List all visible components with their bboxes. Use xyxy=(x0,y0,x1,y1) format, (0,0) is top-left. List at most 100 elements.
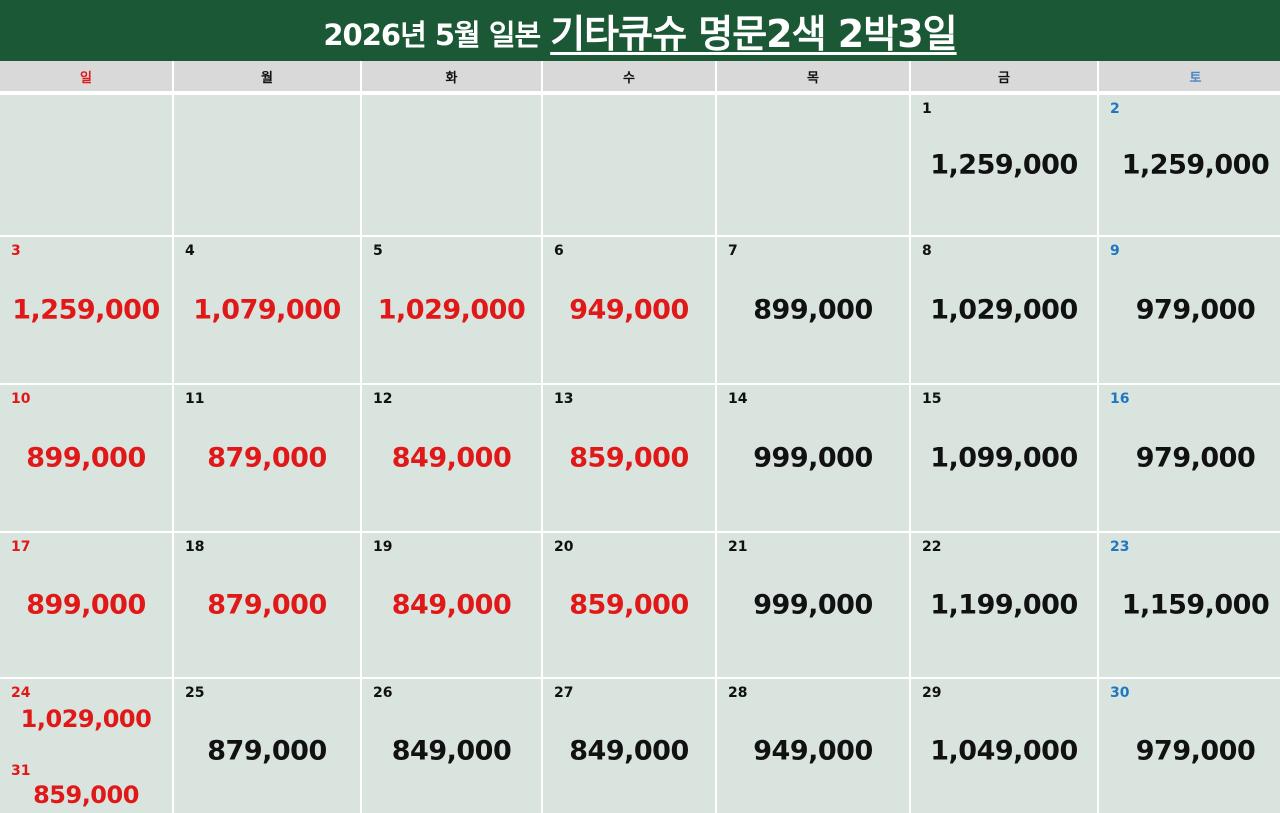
day-price: 859,000 xyxy=(569,589,689,621)
calendar-cell[interactable]: 21 999,000 xyxy=(717,533,909,677)
day-number: 30 xyxy=(1110,685,1130,701)
weekday-header-fri: 금 xyxy=(911,61,1097,91)
calendar-cell[interactable]: 1 1,259,000 xyxy=(911,95,1097,235)
weekday-header-wed: 수 xyxy=(543,61,715,91)
day-number: 2 xyxy=(1110,101,1120,117)
calendar-cell-empty xyxy=(543,95,715,235)
day-price: 879,000 xyxy=(207,442,327,474)
day-number: 26 xyxy=(373,685,393,701)
day-price-2: 859,000 xyxy=(33,781,139,809)
calendar-cell[interactable]: 27 849,000 xyxy=(543,679,715,813)
day-number: 17 xyxy=(11,539,31,555)
day-price: 859,000 xyxy=(569,442,689,474)
day-number: 11 xyxy=(185,391,205,407)
calendar-cell[interactable]: 19 849,000 xyxy=(362,533,541,677)
day-number: 23 xyxy=(1110,539,1130,555)
day-price: 879,000 xyxy=(207,589,327,621)
day-number: 4 xyxy=(185,243,195,259)
day-price: 1,029,000 xyxy=(377,294,526,326)
day-number: 13 xyxy=(554,391,574,407)
calendar-cell[interactable]: 30 979,000 xyxy=(1099,679,1280,813)
day-number: 22 xyxy=(922,539,942,555)
day-price: 1,259,000 xyxy=(930,149,1078,181)
day-price: 1,199,000 xyxy=(930,589,1078,621)
day-number: 14 xyxy=(728,391,748,407)
calendar-cell[interactable]: 29 1,049,000 xyxy=(911,679,1097,813)
day-number: 5 xyxy=(373,243,383,259)
day-number: 6 xyxy=(554,243,564,259)
day-number: 24 xyxy=(11,685,31,701)
day-price: 1,049,000 xyxy=(930,735,1078,767)
calendar-cell[interactable]: 4 1,079,000 xyxy=(174,237,360,383)
calendar-cell[interactable]: 23 1,159,000 xyxy=(1099,533,1280,677)
day-number: 9 xyxy=(1110,243,1120,259)
day-price: 879,000 xyxy=(207,735,327,767)
title-emphasis: 기타큐슈 명문2색 2박3일 xyxy=(550,12,957,56)
day-number: 28 xyxy=(728,685,748,701)
title-banner: 2026년 5월 일본 기타큐슈 명문2색 2박3일 xyxy=(0,0,1280,61)
calendar-cell[interactable]: 20 859,000 xyxy=(543,533,715,677)
calendar-cell[interactable]: 25 879,000 xyxy=(174,679,360,813)
calendar-cell[interactable]: 8 1,029,000 xyxy=(911,237,1097,383)
calendar-cell[interactable]: 26 849,000 xyxy=(362,679,541,813)
calendar-cell-empty xyxy=(0,95,172,235)
calendar-cell-empty xyxy=(717,95,909,235)
day-number: 27 xyxy=(554,685,574,701)
day-number: 8 xyxy=(922,243,932,259)
day-price: 949,000 xyxy=(569,294,689,326)
day-price: 1,259,000 xyxy=(12,294,160,326)
day-number: 16 xyxy=(1110,391,1130,407)
calendar-cell[interactable]: 10 899,000 xyxy=(0,385,172,531)
calendar-cell[interactable]: 6 949,000 xyxy=(543,237,715,383)
day-price: 899,000 xyxy=(753,294,873,326)
calendar-cell[interactable]: 3 1,259,000 xyxy=(0,237,172,383)
price-calendar: 일 월 화 수 목 금 토 1 1,259,000 2 1,259,000 3 … xyxy=(0,61,1280,813)
day-number: 25 xyxy=(185,685,205,701)
day-price: 979,000 xyxy=(1135,294,1256,326)
day-number: 21 xyxy=(728,539,748,555)
day-price: 949,000 xyxy=(753,735,873,767)
day-price: 999,000 xyxy=(753,589,873,621)
calendar-cell-empty xyxy=(174,95,360,235)
calendar-cell[interactable]: 5 1,029,000 xyxy=(362,237,541,383)
day-price: 1,029,000 xyxy=(20,705,152,733)
calendar-cell[interactable]: 2 1,259,000 xyxy=(1099,95,1280,235)
title-prefix: 2026년 5월 일본 xyxy=(323,17,541,52)
calendar-cell[interactable]: 11 879,000 xyxy=(174,385,360,531)
calendar-cell[interactable]: 7 899,000 xyxy=(717,237,909,383)
calendar-cell[interactable]: 18 879,000 xyxy=(174,533,360,677)
calendar-cell-empty xyxy=(362,95,541,235)
calendar-cell[interactable]: 9 979,000 xyxy=(1099,237,1280,383)
day-number: 18 xyxy=(185,539,205,555)
calendar-cell[interactable]: 16 979,000 xyxy=(1099,385,1280,531)
day-number: 1 xyxy=(922,101,932,117)
day-price: 849,000 xyxy=(391,442,512,474)
weekday-header-sun: 일 xyxy=(0,61,172,91)
day-number-2: 31 xyxy=(11,763,31,779)
calendar-cell[interactable]: 12 849,000 xyxy=(362,385,541,531)
calendar-cell[interactable]: 22 1,199,000 xyxy=(911,533,1097,677)
calendar-cell[interactable]: 15 1,099,000 xyxy=(911,385,1097,531)
day-price: 1,259,000 xyxy=(1121,149,1270,181)
day-price: 849,000 xyxy=(569,735,689,767)
calendar-cell-split[interactable]: 24 1,029,000 31 859,000 xyxy=(0,679,172,813)
day-price: 1,159,000 xyxy=(1121,589,1270,621)
day-price: 899,000 xyxy=(26,442,146,474)
day-price: 979,000 xyxy=(1135,735,1256,767)
day-price: 1,029,000 xyxy=(930,294,1078,326)
day-price: 1,099,000 xyxy=(930,442,1078,474)
day-number: 19 xyxy=(373,539,393,555)
calendar-cell[interactable]: 13 859,000 xyxy=(543,385,715,531)
day-price: 979,000 xyxy=(1135,442,1256,474)
calendar-cell[interactable]: 14 999,000 xyxy=(717,385,909,531)
weekday-header-sat: 토 xyxy=(1099,61,1280,91)
calendar-cell[interactable]: 17 899,000 xyxy=(0,533,172,677)
weekday-header-thu: 목 xyxy=(717,61,909,91)
calendar-cell[interactable]: 28 949,000 xyxy=(717,679,909,813)
day-price: 849,000 xyxy=(391,735,512,767)
weekday-header-tue: 화 xyxy=(362,61,541,91)
day-price: 1,079,000 xyxy=(193,294,341,326)
day-number: 12 xyxy=(373,391,393,407)
day-number: 7 xyxy=(728,243,738,259)
day-number: 15 xyxy=(922,391,942,407)
